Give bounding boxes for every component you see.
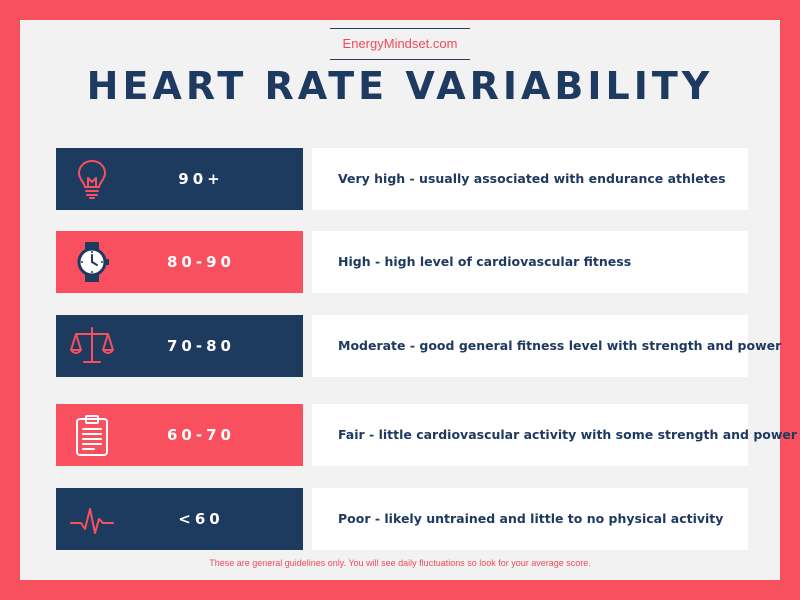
range-value: 80-90 xyxy=(167,253,235,271)
description-block: Moderate - good general fitness level wi… xyxy=(312,315,781,377)
range-description: Poor - likely untrained and little to no… xyxy=(338,511,724,526)
description-block: Fair - little cardiovascular activity wi… xyxy=(312,404,797,466)
clipboard-icon xyxy=(76,415,108,456)
scales-icon xyxy=(70,327,114,363)
watch-icon xyxy=(77,242,109,282)
range-block: 80-90 xyxy=(56,231,303,293)
footnote: These are general guidelines only. You w… xyxy=(209,558,591,568)
range-description: Very high - usually associated with endu… xyxy=(338,171,726,186)
lightbulb-icon xyxy=(78,160,106,199)
description-block: Poor - likely untrained and little to no… xyxy=(312,488,748,550)
range-description: Fair - little cardiovascular activity wi… xyxy=(338,427,798,442)
site-name: EnergyMindset.com xyxy=(330,28,470,60)
range-description: Moderate - good general fitness level wi… xyxy=(338,338,782,353)
range-value: 70-80 xyxy=(167,337,235,355)
heartbeat-icon xyxy=(70,508,114,534)
description-block: Very high - usually associated with endu… xyxy=(312,148,748,210)
hrv-row-fair: 60-70 Fair - little cardiovascular activ… xyxy=(56,404,797,466)
range-description: High - high level of cardiovascular fitn… xyxy=(338,254,632,269)
hrv-row-very-high: 90+ Very high - usually associated with … xyxy=(56,148,748,210)
range-block: 90+ xyxy=(56,148,303,210)
range-block: 70-80 xyxy=(56,315,303,377)
hrv-row-moderate: 70-80 Moderate - good general fitness le… xyxy=(56,315,781,377)
hrv-row-high: 80-90 High - high level of cardiovascula… xyxy=(56,231,748,293)
range-value: 90+ xyxy=(178,170,224,188)
infographic-panel: EnergyMindset.com HEART RATE VARIABILITY… xyxy=(20,20,797,580)
range-value: 60-70 xyxy=(167,426,235,444)
range-block: 60-70 xyxy=(56,404,303,466)
range-value: <60 xyxy=(178,510,224,528)
description-block: High - high level of cardiovascular fitn… xyxy=(312,231,748,293)
hrv-row-poor: <60 Poor - likely untrained and little t… xyxy=(56,488,748,550)
range-block: <60 xyxy=(56,488,303,550)
page-title: HEART RATE VARIABILITY xyxy=(86,64,714,108)
